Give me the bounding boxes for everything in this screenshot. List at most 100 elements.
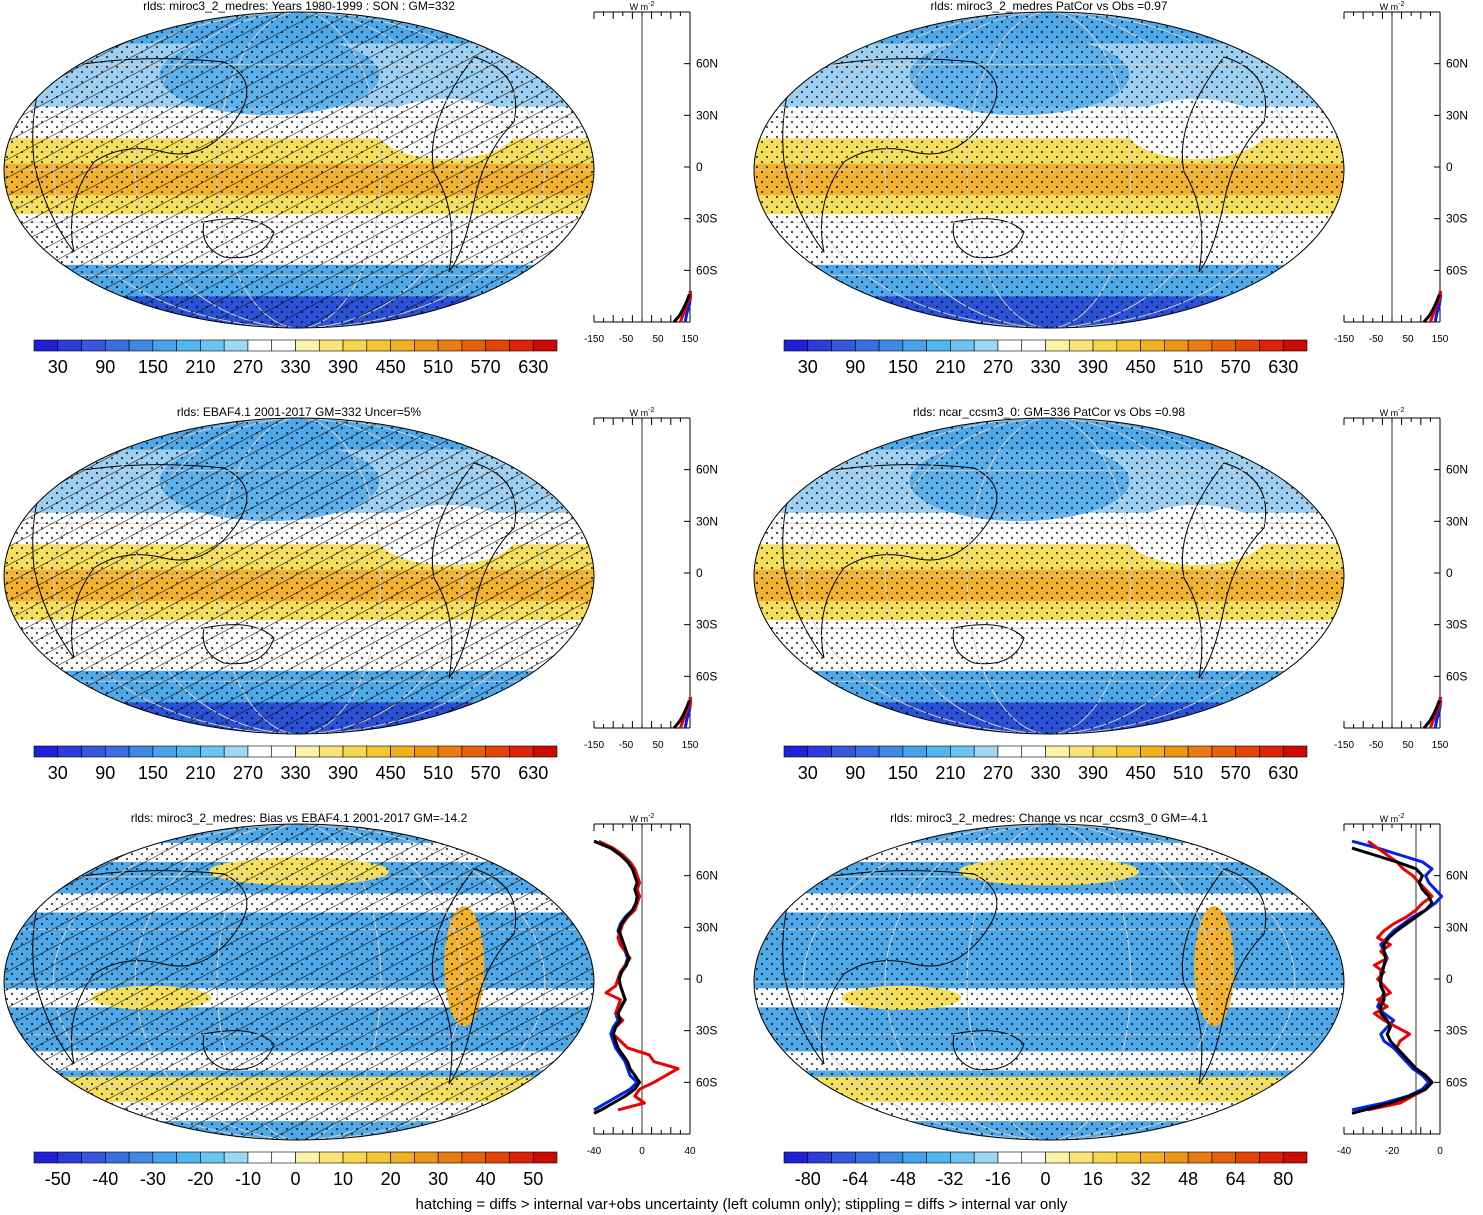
colorbar-swatch [33,1151,59,1164]
colorbar-swatch [831,339,856,352]
colorbar-swatch [57,1151,82,1164]
profile-lat-label: 30S [1446,1024,1467,1038]
colorbar-label: 450 [376,357,406,377]
colorbar-swatch [366,1151,391,1164]
map-field [754,824,1344,1140]
profile-xtick: -40 [587,1146,602,1157]
colorbar-swatch [390,339,415,352]
profile-unit: W m-2 [1380,813,1405,824]
profile-line-bias [1367,839,1434,1112]
colorbar-label: 390 [328,763,358,783]
colorbar-swatch [105,1151,130,1164]
colorbar-label: 210 [185,357,215,377]
colorbar-label: 330 [1030,763,1060,783]
colorbar-swatch [855,745,880,758]
colorbar-label: -48 [890,1169,916,1189]
profile-line-mean [672,293,691,323]
profile-lat-label: 0 [1446,566,1453,580]
colorbar-label: 450 [376,763,406,783]
profile-xtick: 50 [1402,334,1414,345]
colorbar-label: 210 [935,763,965,783]
colorbar-swatch [831,745,856,758]
colorbar-swatch [1187,339,1213,352]
colorbar-swatch [1235,745,1260,758]
colorbar-swatch [1164,1151,1189,1164]
colorbar-label: 570 [1221,763,1251,783]
map-field [754,12,1344,328]
colorbar-swatch [176,339,201,352]
colorbar-label: -64 [842,1169,868,1189]
profile-xtick: 50 [1402,740,1414,751]
colorbar-swatch [1187,745,1213,758]
colorbar-swatch [1282,1151,1308,1164]
colorbar-swatch [1092,339,1118,352]
colorbar-swatch [81,745,106,758]
colorbar-swatch [902,745,927,758]
colorbar-swatch [223,1151,249,1164]
profile-lat-label: 60S [696,1075,717,1089]
map-outline [3,11,595,329]
colorbar-swatch [271,1151,296,1164]
map-outline [753,823,1345,1141]
colorbar-swatch [223,745,249,758]
colorbar-label: 90 [95,763,115,783]
profile-xtick: 150 [682,740,699,751]
colorbar-label: 510 [1173,357,1203,377]
colorbar-swatch [1235,1151,1260,1164]
colorbar-swatch [807,745,832,758]
colorbar-swatch [1045,745,1070,758]
profile-line-mean [1351,846,1434,1115]
colorbar-swatch [176,745,201,758]
colorbar-label: 10 [333,1169,353,1189]
colorbar-swatch [1021,1151,1046,1164]
colorbar-swatch [807,339,832,352]
profile-lat-label: 30S [1446,212,1467,226]
profile-lat-label: 30N [1446,920,1468,934]
colorbar-label: 270 [233,763,263,783]
profile-lat-label: 60N [696,869,718,883]
colorbar-swatch [878,339,904,352]
colorbar-swatch [271,745,296,758]
colorbar-swatch [437,1151,463,1164]
colorbar-swatch [997,339,1023,352]
colorbar-swatch [997,745,1023,758]
colorbar-label: 270 [983,357,1013,377]
colorbar-label: 210 [935,357,965,377]
colorbar-swatch [105,339,130,352]
profile-lat-label: 60S [696,263,717,277]
colorbar-swatch [81,1151,106,1164]
profile-unit: W m-2 [630,1,655,12]
colorbar-swatch [200,339,225,352]
colorbar-swatch [342,339,368,352]
colorbar-label: 390 [1078,763,1108,783]
colorbar-label: -50 [45,1169,71,1189]
profile-xtick: 150 [682,334,699,345]
profile-xtick: -50 [1369,740,1384,751]
profile-lat-label: 60S [696,669,717,683]
colorbar-swatch [461,339,486,352]
colorbar-swatch [1235,339,1260,352]
colorbar-label: 270 [983,763,1013,783]
map-field [754,418,1344,734]
colorbar-swatch [200,745,225,758]
colorbar-label: 50 [523,1169,543,1189]
map-outline [753,417,1345,735]
colorbar-swatch [461,1151,486,1164]
colorbar-label: 450 [1126,763,1156,783]
profile-xtick: -150 [584,740,604,751]
colorbar-swatch [390,1151,415,1164]
colorbar-swatch [414,745,439,758]
colorbar-label: 0 [1040,1169,1050,1189]
profile-lat-label: 30S [696,1024,717,1038]
colorbar-swatch [973,1151,999,1164]
colorbar-swatch [485,339,510,352]
colorbar-swatch [1068,1151,1094,1164]
profile-unit: W m-2 [1380,1,1405,12]
colorbar-swatch [295,339,320,352]
colorbar-label: 64 [1226,1169,1246,1189]
colorbar-swatch [437,339,463,352]
panel-title: rlds: ncar_ccsm3_0: GM=336 PatCor vs Obs… [913,405,1185,419]
colorbar-swatch [57,339,82,352]
colorbar-swatch [1068,339,1094,352]
colorbar-label: 450 [1126,357,1156,377]
